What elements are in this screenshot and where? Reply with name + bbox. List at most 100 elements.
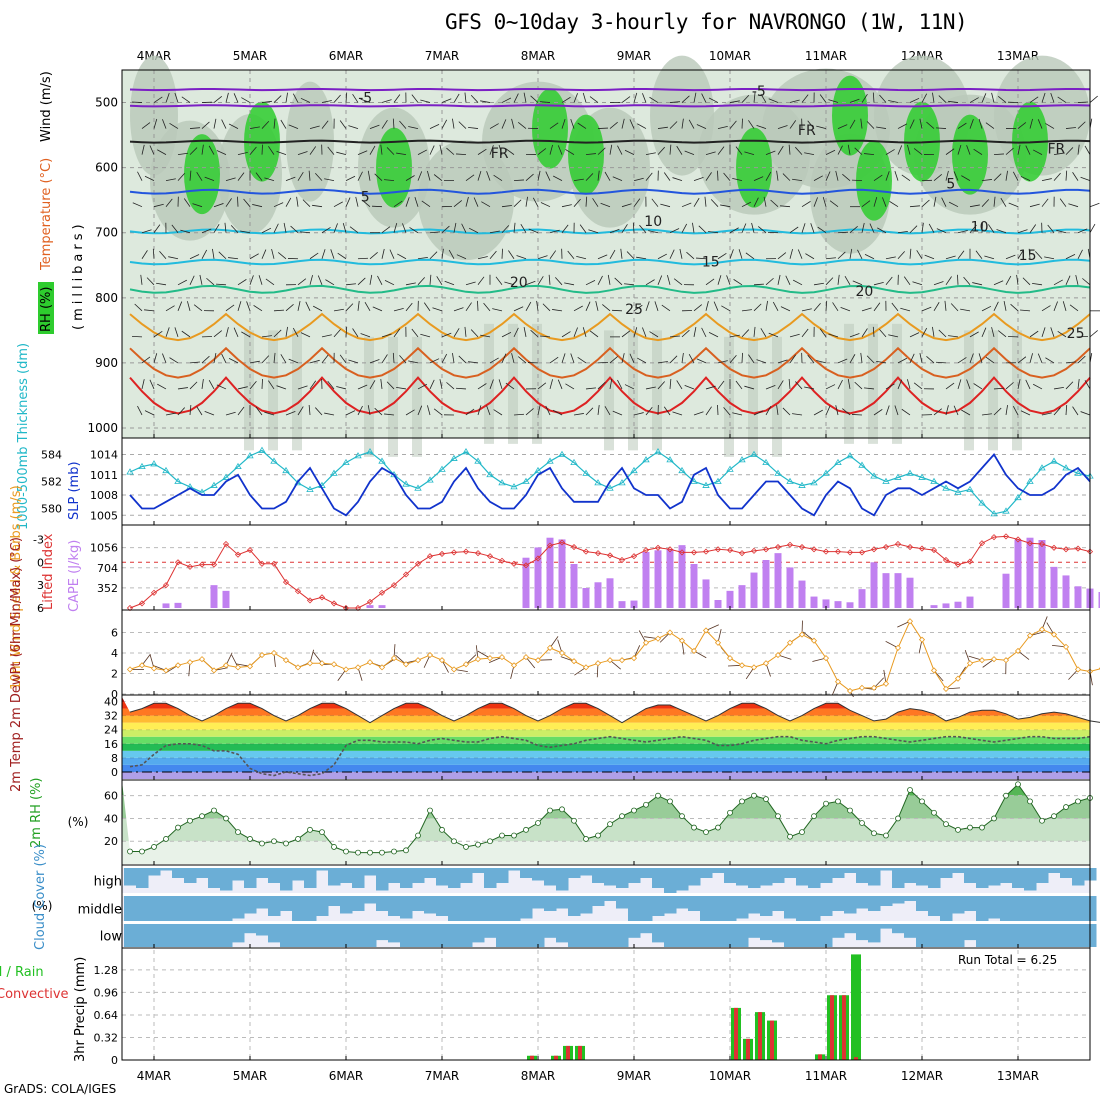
cloud-bar — [232, 896, 245, 919]
cloud-bar — [1072, 868, 1085, 886]
cape-bar — [174, 602, 182, 608]
wind-barb — [1029, 118, 1033, 129]
wind-barb — [549, 122, 559, 129]
wind-barb — [225, 411, 236, 416]
cloud-bar — [256, 896, 269, 909]
wind-barb — [659, 632, 671, 643]
wind-barb — [231, 654, 239, 668]
rh-point — [307, 826, 313, 833]
li-point — [654, 544, 662, 551]
wind-barb — [985, 122, 995, 129]
wind-barb — [945, 405, 949, 416]
wind-barb — [523, 92, 527, 103]
wind-barb — [392, 118, 395, 129]
slp-ylabel: SLP (mb) — [67, 461, 82, 520]
wind-barb — [645, 406, 653, 416]
li-point — [726, 547, 734, 554]
wind-barb — [1008, 202, 1019, 208]
wind-barb — [913, 148, 923, 155]
wind-point — [162, 667, 170, 674]
li-point — [990, 534, 998, 541]
cloud-bar — [748, 868, 761, 888]
wind-barb — [817, 226, 827, 234]
wind-barb — [446, 382, 455, 390]
wind-barb — [455, 153, 467, 156]
isotherm-label: 25 — [1067, 326, 1085, 342]
wind-barb — [645, 386, 656, 390]
wind-barb — [372, 306, 383, 312]
wind-barb — [897, 123, 908, 129]
wind-barb — [649, 331, 659, 338]
rh-column — [412, 336, 422, 457]
wind-barb — [204, 176, 215, 182]
wind-barb — [921, 327, 928, 338]
cloud-bar — [436, 896, 449, 916]
wind-point — [690, 647, 698, 655]
cloud-bar — [232, 924, 245, 943]
wind-barb — [549, 636, 559, 649]
wind-barb — [813, 409, 823, 416]
cloud-bar — [700, 868, 713, 878]
wind-barb — [225, 198, 232, 207]
wind-barb — [1068, 669, 1079, 680]
wind-barb — [261, 378, 263, 389]
isotherm-line — [129, 88, 1091, 92]
rh-point — [547, 807, 553, 814]
li-point — [258, 560, 266, 567]
wind-barb — [837, 379, 843, 390]
wind-barb — [132, 202, 143, 208]
wind-barb — [957, 122, 967, 129]
wind-barb — [1089, 202, 1100, 208]
top-date-label: 7MAR — [425, 49, 460, 63]
wind-barb — [501, 97, 512, 103]
cape-bar — [1098, 592, 1100, 608]
wind-barb — [371, 205, 383, 208]
wind-barb — [921, 222, 924, 233]
cloud-bar — [448, 896, 461, 921]
cloud-bar — [400, 924, 413, 947]
wind-barb — [624, 149, 635, 155]
cape-bar — [654, 550, 662, 608]
wind-barb — [501, 205, 512, 208]
wind-barb — [215, 283, 227, 286]
wind-barb — [957, 274, 959, 285]
wind-barb — [1029, 203, 1040, 208]
wind-barb — [788, 144, 791, 155]
wind-barb — [713, 301, 719, 311]
cloud-bar — [364, 868, 377, 876]
cloud-bar — [172, 924, 185, 947]
cloud-bar — [532, 924, 545, 947]
wind-barb — [165, 412, 176, 416]
wind-point — [810, 637, 818, 644]
wind-barb — [837, 251, 846, 260]
precip-tick: 0.64 — [94, 1009, 119, 1022]
wind-barb — [342, 223, 347, 233]
wind-barb — [825, 405, 831, 416]
cloud-bar — [688, 868, 701, 886]
wind-point — [150, 665, 158, 672]
wind-barb — [864, 254, 875, 260]
wind-barb — [384, 179, 395, 182]
rh-point — [151, 844, 157, 850]
wind-barb — [249, 126, 260, 129]
wind-point — [234, 664, 242, 671]
thickness-point — [690, 477, 698, 484]
li-point — [606, 552, 614, 559]
wind-barb — [243, 198, 251, 207]
isotherm-label: FR — [491, 146, 509, 162]
wind-point — [774, 651, 782, 659]
thickness-point — [246, 452, 254, 459]
wind-barb — [498, 144, 503, 155]
wind-barb — [861, 222, 865, 233]
wind-barb — [131, 335, 143, 338]
wind-barb — [1089, 95, 1098, 103]
wind-barb — [171, 224, 179, 233]
cloud-bar — [1060, 896, 1073, 921]
rh-point — [331, 844, 337, 850]
cloud-bar — [616, 924, 629, 947]
li-point — [402, 571, 410, 578]
cloud-bar — [1060, 924, 1073, 947]
li-point — [426, 553, 434, 560]
wind-point — [990, 656, 998, 663]
cape-bar — [582, 588, 590, 608]
